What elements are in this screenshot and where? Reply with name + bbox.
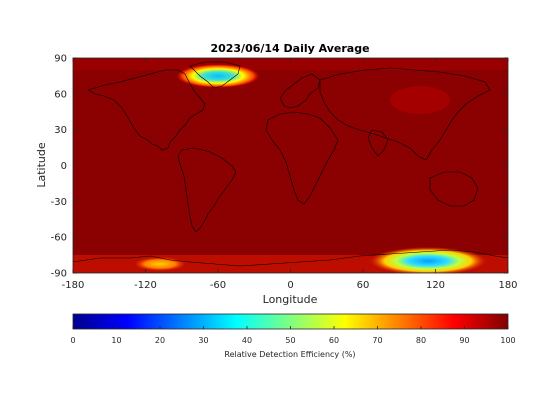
y-tick-label: -90	[51, 269, 67, 280]
antarctica-coastline	[73, 249, 508, 267]
colorbar-tick-label: 80	[416, 336, 426, 345]
y-tick-label: 30	[54, 125, 67, 136]
colorbar-tick-group: 0 10 20 30 40 50 60 70 80 90 100	[70, 326, 516, 345]
colorbar-tick-label: 90	[459, 336, 469, 345]
x-tick-group: -180 -120 -60 0 60 120 180	[62, 58, 518, 291]
asia-coastline	[319, 67, 491, 161]
x-tick-label: 180	[498, 280, 517, 291]
x-tick-label: 120	[426, 280, 445, 291]
europe-coastline	[279, 73, 321, 109]
central-asia-patch	[390, 86, 450, 114]
west-antarctica-low-region	[134, 257, 186, 271]
africa-coastline	[265, 111, 339, 205]
y-tick-label: -30	[51, 197, 67, 208]
x-tick-label: -60	[210, 280, 226, 291]
colorbar-tick-label: 10	[111, 336, 121, 345]
y-tick-label: -60	[51, 233, 67, 244]
colorbar-tick-label: 40	[242, 336, 252, 345]
greenland-low-region	[176, 64, 260, 88]
india-coastline	[367, 129, 389, 157]
north-america-coastline	[87, 69, 206, 151]
y-tick-label: 90	[54, 54, 67, 65]
south-america-coastline	[177, 147, 237, 233]
y-tick-label: 60	[54, 89, 67, 100]
y-tick-label: 0	[61, 161, 67, 172]
x-tick-label: -180	[62, 280, 85, 291]
map-background	[73, 58, 508, 273]
colorbar-tick-label: 70	[372, 336, 382, 345]
y-tick-group: 90 60 30 0 -30 -60 -90	[51, 54, 508, 280]
colorbar-tick-label: 50	[285, 336, 295, 345]
colorbar-label: Relative Detection Efficiency (%)	[224, 350, 355, 359]
colorbar-tick-label: 30	[198, 336, 208, 345]
arctic-band	[73, 58, 508, 70]
x-tick-label: 0	[287, 280, 293, 291]
colorbar-tick-label: 60	[329, 336, 339, 345]
colorbar-tick-label: 100	[500, 336, 515, 345]
greenland-coastline	[189, 61, 241, 89]
x-axis-label: Longitude	[263, 293, 318, 306]
plot-area	[73, 58, 508, 273]
australia-coastline	[429, 171, 479, 207]
chart-title: 2023/06/14 Daily Average	[210, 42, 369, 55]
y-axis-label: Latitude	[35, 142, 48, 188]
x-tick-label: 60	[357, 280, 370, 291]
x-tick-label: -120	[134, 280, 157, 291]
colorbar-tick-label: 0	[70, 336, 75, 345]
coastlines	[73, 61, 508, 267]
colorbar-tick-label: 20	[155, 336, 165, 345]
